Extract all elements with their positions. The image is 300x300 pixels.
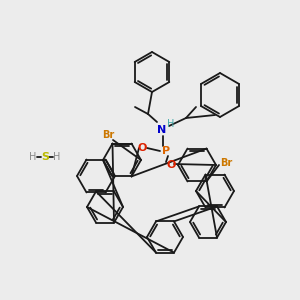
- Text: H: H: [167, 119, 175, 129]
- Text: H: H: [29, 152, 37, 162]
- Text: N: N: [158, 125, 166, 135]
- Text: O: O: [137, 143, 147, 153]
- Text: P: P: [162, 146, 170, 156]
- Text: Br: Br: [102, 130, 114, 140]
- Text: O: O: [166, 160, 176, 170]
- Text: H: H: [53, 152, 61, 162]
- Text: S: S: [41, 152, 49, 162]
- Text: Br: Br: [220, 158, 232, 168]
